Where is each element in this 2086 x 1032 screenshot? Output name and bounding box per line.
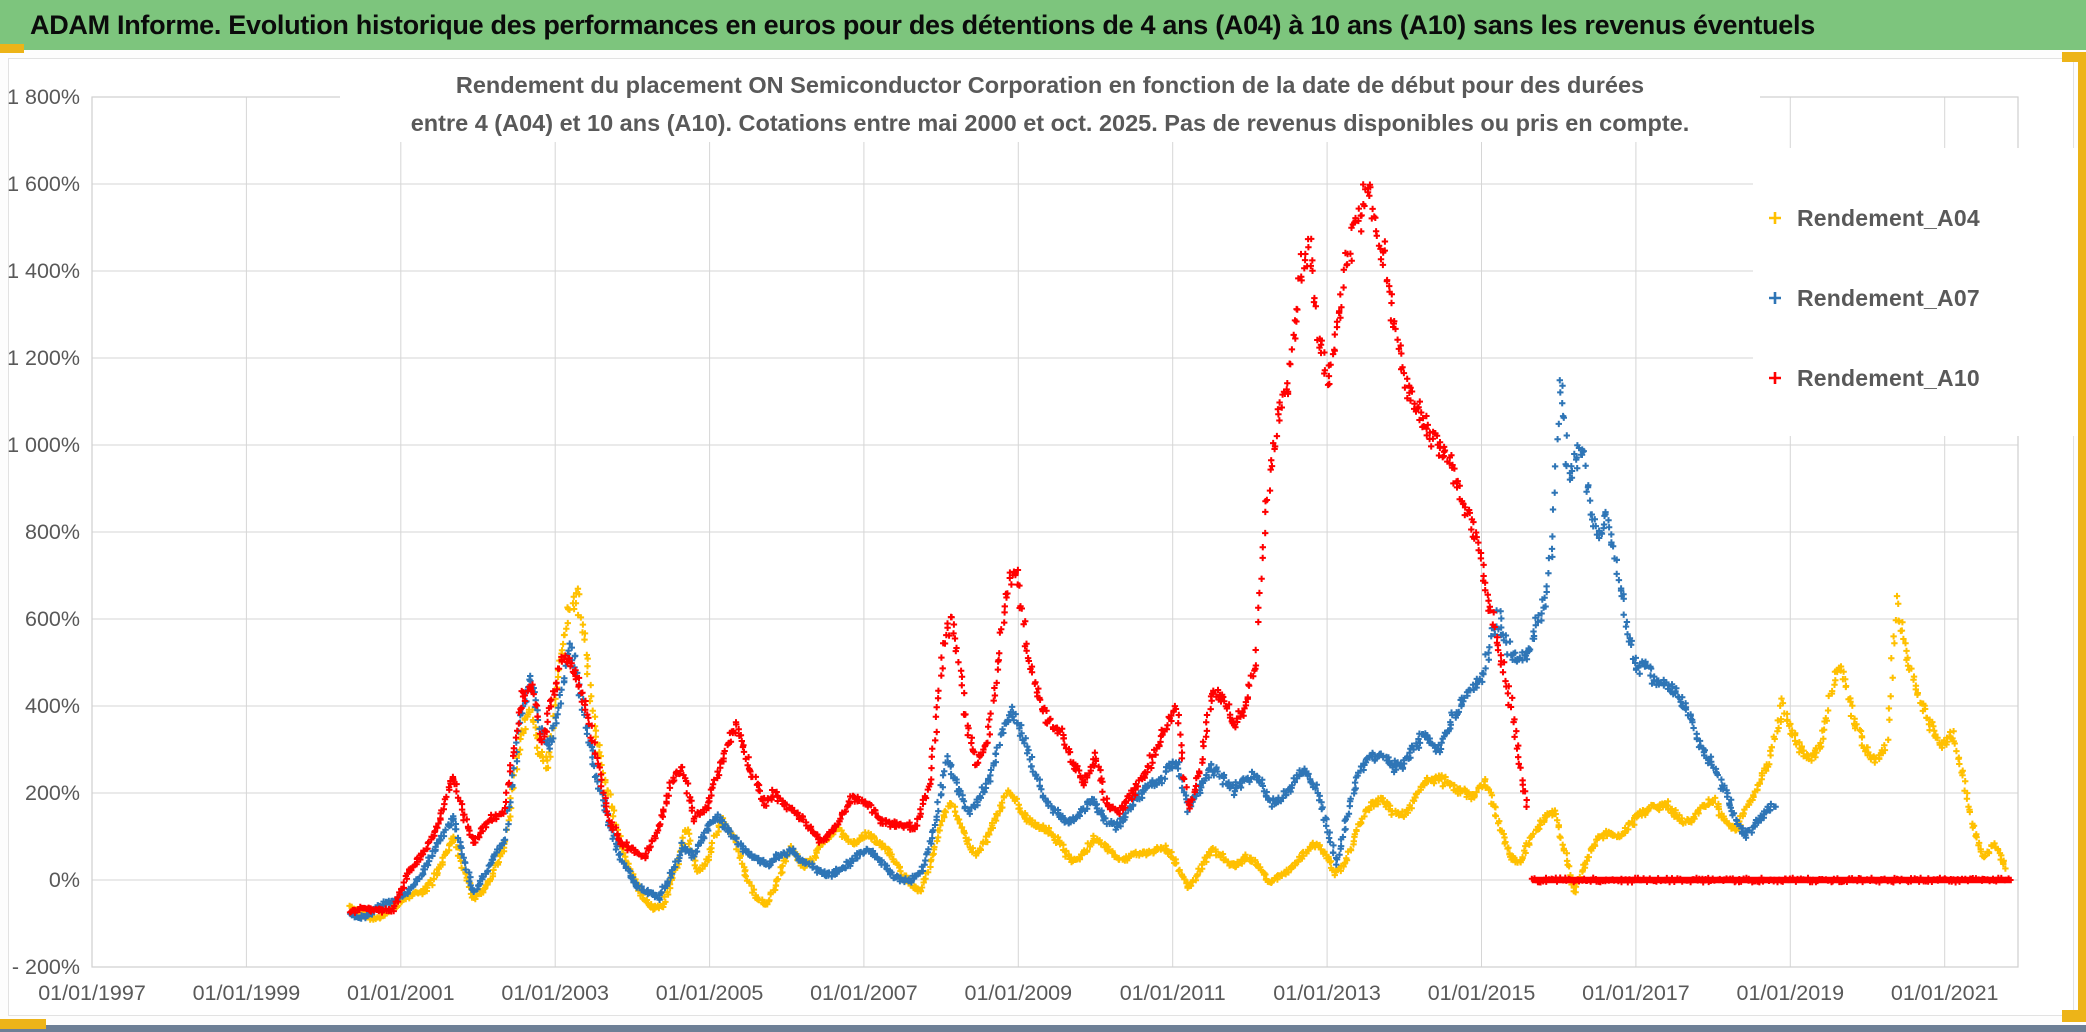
- legend-item-Rendement_A04[interactable]: Rendement_A04: [1767, 178, 2083, 258]
- y-tick-label: 1 000%: [7, 433, 80, 457]
- x-tick-label: 01/01/2007: [810, 981, 918, 1005]
- report-header: ADAM Informe. Evolution historique des p…: [0, 0, 2086, 50]
- series-Rendement_A10-zero-markers: [1528, 874, 2014, 886]
- right-accent-bottom-corner: [2062, 1010, 2086, 1022]
- header-accent-strip: [0, 44, 24, 53]
- x-tick-label: 01/01/2005: [656, 981, 764, 1005]
- right-accent-strip: [2078, 52, 2086, 1022]
- x-tick-label: 01/01/1999: [193, 981, 301, 1005]
- chart-legend: Rendement_A04 Rendement_A07 Rendement_A10: [1753, 148, 2083, 436]
- x-tick-label: 01/01/2009: [964, 981, 1072, 1005]
- y-tick-label: 1 400%: [7, 259, 80, 283]
- legend-plus-marker-icon: [1769, 212, 1781, 224]
- legend-plus-marker-icon: [1769, 292, 1781, 304]
- y-tick-label: 1 800%: [7, 85, 80, 109]
- chart-title-line1: Rendement du placement ON Semiconductor …: [455, 72, 1645, 98]
- legend-label: Rendement_A07: [1797, 284, 1980, 311]
- x-tick-label: 01/01/2011: [1120, 981, 1226, 1005]
- chart-title-line2: entre 4 (A04) et 10 ans (A10). Cotations…: [410, 110, 1690, 136]
- x-tick-label: 01/01/2001: [347, 981, 455, 1005]
- chart-title: Rendement du placement ON Semiconductor …: [340, 66, 1760, 142]
- y-tick-label: 400%: [25, 694, 80, 718]
- x-tick-label: 01/01/1997: [38, 981, 146, 1005]
- legend-plus-marker-icon: [1769, 372, 1781, 384]
- legend-label: Rendement_A04: [1797, 204, 1980, 231]
- x-tick-label: 01/01/2021: [1891, 981, 1999, 1005]
- chart-frame: [8, 58, 2074, 1016]
- y-tick-label: 1 200%: [7, 346, 80, 370]
- y-tick-label: - 200%: [12, 955, 80, 979]
- right-accent-top-corner: [2062, 52, 2086, 62]
- report-title: ADAM Informe. Evolution historique des p…: [30, 9, 1815, 40]
- legend-item-Rendement_A07[interactable]: Rendement_A07: [1767, 258, 2083, 338]
- x-tick-label: 01/01/2015: [1428, 981, 1536, 1005]
- x-tick-label: 01/01/2013: [1273, 981, 1381, 1005]
- y-tick-label: 200%: [25, 781, 80, 805]
- y-tick-label: 1 600%: [7, 172, 80, 196]
- legend-label: Rendement_A10: [1797, 364, 1980, 391]
- series-Rendement_A10[interactable]: [346, 181, 1530, 916]
- y-tick-label: 0%: [49, 868, 80, 892]
- x-tick-label: 01/01/2017: [1582, 981, 1690, 1005]
- axis-labels: - 200% 0% 200% 400% 600% 800% 1 000% 1 200% 1 40…: [7, 85, 1998, 1005]
- x-tick-label: 01/01/2003: [501, 981, 609, 1005]
- y-tick-label: 600%: [25, 607, 80, 631]
- bottom-bar: [0, 1025, 2086, 1032]
- y-tick-label: 800%: [25, 520, 80, 544]
- x-tick-label: 01/01/2019: [1736, 981, 1844, 1005]
- bottom-left-accent: [0, 1019, 46, 1029]
- legend-item-Rendement_A10[interactable]: Rendement_A10: [1767, 338, 2083, 418]
